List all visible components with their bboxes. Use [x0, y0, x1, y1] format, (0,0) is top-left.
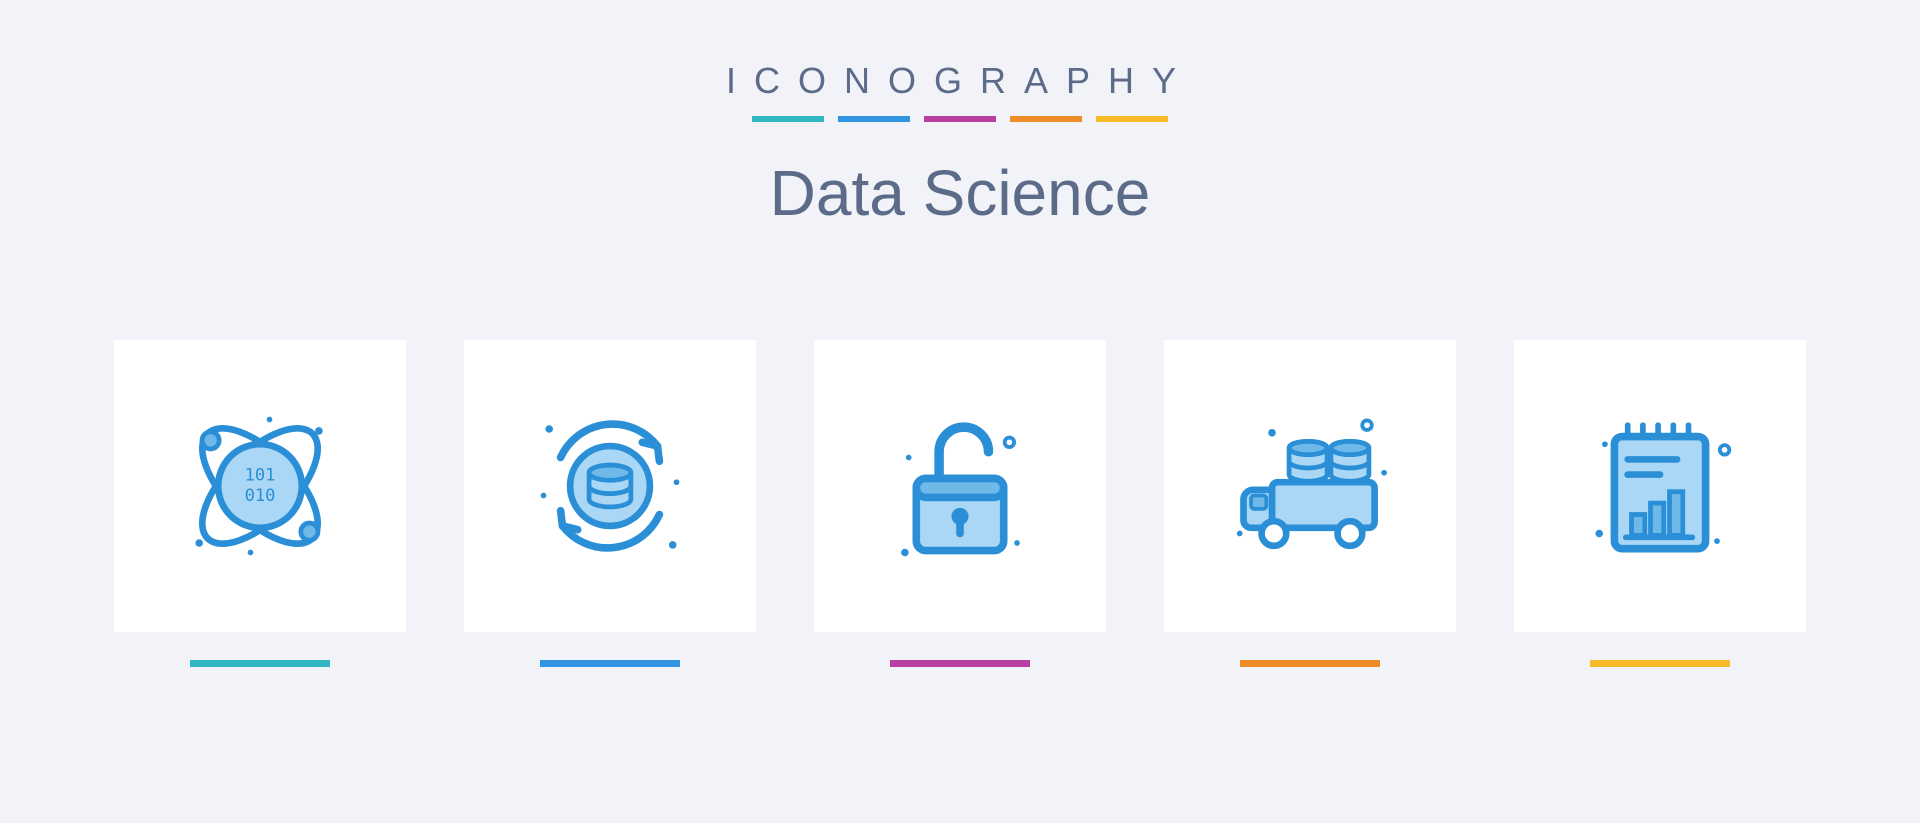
- brand-underline-2: [838, 116, 910, 122]
- card-underline: [1590, 660, 1730, 667]
- brand-underlines: [726, 116, 1194, 122]
- brand-title: ICONOGRAPHY: [726, 60, 1194, 102]
- brand-underline-5: [1096, 116, 1168, 122]
- card-underline: [190, 660, 330, 667]
- icon-card: 101 010: [114, 340, 406, 667]
- brand-underline-1: [752, 116, 824, 122]
- unlock-icon: [865, 391, 1055, 581]
- atom-binary-icon: 101 010: [165, 391, 355, 581]
- icon-box: [1164, 340, 1456, 632]
- data-truck-icon: [1215, 391, 1405, 581]
- icon-card: [1514, 340, 1806, 667]
- icon-card: [814, 340, 1106, 667]
- icon-box: [1514, 340, 1806, 632]
- icon-box: [814, 340, 1106, 632]
- icon-box: 101 010: [114, 340, 406, 632]
- icon-card-row: 101 010: [114, 340, 1806, 667]
- database-cycle-icon: [515, 391, 705, 581]
- card-underline: [890, 660, 1030, 667]
- svg-text:010: 010: [245, 486, 276, 506]
- icon-box: [464, 340, 756, 632]
- brand-underline-3: [924, 116, 996, 122]
- card-underline: [540, 660, 680, 667]
- card-underline: [1240, 660, 1380, 667]
- category-title: Data Science: [726, 156, 1194, 230]
- page-header: ICONOGRAPHY Data Science: [726, 60, 1194, 230]
- icon-card: [464, 340, 756, 667]
- report-chart-icon: [1565, 391, 1755, 581]
- brand-underline-4: [1010, 116, 1082, 122]
- icon-card: [1164, 340, 1456, 667]
- svg-text:101: 101: [245, 465, 276, 485]
